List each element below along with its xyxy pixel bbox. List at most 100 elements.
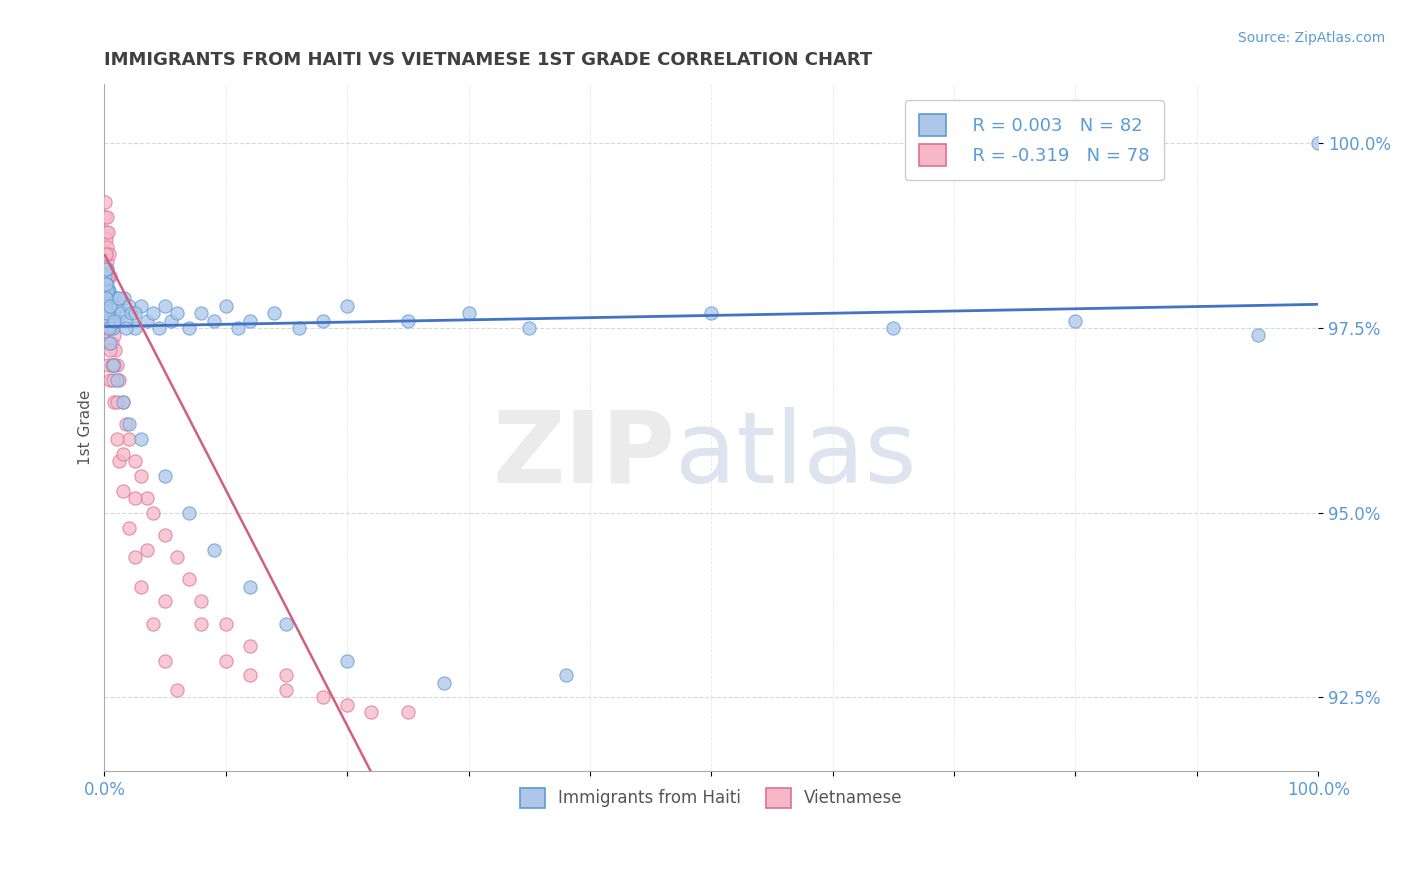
- Point: [103, 328, 125, 343]
- Point: [142, 616, 165, 631]
- Point: [118, 299, 141, 313]
- Point: [108, 292, 131, 306]
- Point: [312, 313, 335, 327]
- Point: [96, 277, 118, 291]
- Point: [96, 261, 118, 276]
- Point: [107, 313, 129, 327]
- Point: [124, 306, 146, 320]
- Point: [108, 454, 131, 468]
- Point: [96, 254, 118, 268]
- Point: [115, 321, 138, 335]
- Point: [100, 335, 122, 350]
- Point: [94, 261, 117, 276]
- Point: [100, 299, 122, 313]
- Point: [103, 321, 125, 335]
- Point: [396, 313, 419, 327]
- Point: [179, 506, 201, 520]
- Legend: Immigrants from Haiti, Vietnamese: Immigrants from Haiti, Vietnamese: [513, 780, 910, 814]
- Point: [110, 306, 132, 320]
- Point: [124, 550, 146, 565]
- Point: [94, 247, 117, 261]
- Point: [94, 225, 117, 239]
- Point: [153, 594, 176, 608]
- Point: [190, 306, 212, 320]
- Point: [166, 306, 188, 320]
- Point: [129, 468, 152, 483]
- Point: [148, 321, 170, 335]
- Point: [100, 299, 122, 313]
- Point: [101, 292, 124, 306]
- Point: [96, 313, 118, 327]
- Point: [239, 313, 262, 327]
- Point: [124, 321, 146, 335]
- Point: [312, 690, 335, 705]
- Point: [100, 313, 122, 327]
- Point: [142, 306, 165, 320]
- Point: [97, 321, 120, 335]
- Point: [1064, 313, 1087, 327]
- Point: [276, 683, 298, 698]
- Point: [118, 432, 141, 446]
- Point: [105, 373, 128, 387]
- Point: [336, 299, 359, 313]
- Point: [135, 313, 157, 327]
- Point: [153, 299, 176, 313]
- Point: [112, 292, 135, 306]
- Point: [97, 299, 120, 313]
- Point: [98, 299, 121, 313]
- Point: [142, 506, 165, 520]
- Point: [96, 306, 118, 320]
- Y-axis label: 1st Grade: 1st Grade: [79, 390, 93, 466]
- Point: [215, 299, 238, 313]
- Point: [100, 292, 122, 306]
- Point: [94, 247, 117, 261]
- Point: [97, 358, 120, 372]
- Point: [179, 321, 201, 335]
- Point: [517, 321, 540, 335]
- Point: [94, 299, 117, 313]
- Point: [166, 550, 188, 565]
- Point: [96, 277, 118, 291]
- Point: [97, 247, 120, 261]
- Point: [94, 269, 117, 284]
- Point: [215, 616, 238, 631]
- Point: [98, 269, 121, 284]
- Point: [239, 580, 262, 594]
- Point: [276, 668, 298, 682]
- Text: IMMIGRANTS FROM HAITI VS VIETNAMESE 1ST GRADE CORRELATION CHART: IMMIGRANTS FROM HAITI VS VIETNAMESE 1ST …: [104, 51, 873, 69]
- Point: [263, 306, 285, 320]
- Point: [882, 321, 904, 335]
- Point: [94, 210, 117, 224]
- Point: [101, 335, 124, 350]
- Point: [433, 675, 456, 690]
- Point: [111, 483, 134, 498]
- Text: atlas: atlas: [675, 407, 917, 504]
- Point: [94, 306, 117, 320]
- Point: [100, 321, 122, 335]
- Point: [103, 313, 125, 327]
- Point: [336, 698, 359, 712]
- Point: [1308, 136, 1330, 151]
- Point: [190, 616, 212, 631]
- Point: [120, 306, 142, 320]
- Point: [94, 195, 117, 210]
- Point: [96, 321, 118, 335]
- Point: [97, 313, 120, 327]
- Point: [98, 284, 121, 298]
- Point: [97, 335, 120, 350]
- Point: [96, 313, 118, 327]
- Point: [153, 468, 176, 483]
- Point: [105, 292, 128, 306]
- Point: [96, 335, 118, 350]
- Point: [101, 358, 124, 372]
- Point: [111, 395, 134, 409]
- Point: [94, 284, 117, 298]
- Point: [336, 654, 359, 668]
- Point: [101, 373, 124, 387]
- Point: [135, 491, 157, 505]
- Point: [215, 654, 238, 668]
- Point: [153, 528, 176, 542]
- Point: [105, 358, 128, 372]
- Point: [96, 284, 118, 298]
- Point: [118, 520, 141, 534]
